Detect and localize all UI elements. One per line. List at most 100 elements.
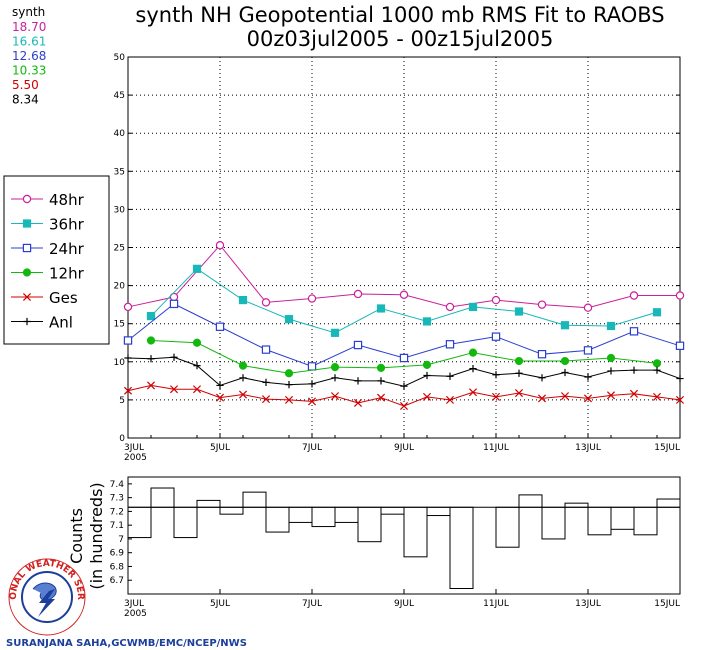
data-point (307, 397, 317, 406)
series-line-12hr (150, 339, 658, 374)
data-point (538, 374, 546, 382)
legend: 48hr 36hr 24hr 12hr Ges Anl (3, 175, 110, 345)
x-tick-label: 5JUL (210, 443, 230, 453)
data-point (284, 395, 294, 404)
data-point (652, 359, 662, 368)
chart-title-line1: synth NH Geopotential 1000 mb RMS Fit to… (135, 3, 664, 27)
data-point (353, 398, 363, 407)
data-point (261, 345, 271, 354)
series-12hr (146, 336, 662, 378)
data-point (284, 369, 294, 378)
data-point (399, 401, 409, 411)
data-point (262, 378, 270, 386)
data-point (216, 381, 224, 390)
count-ylabel-line1: Counts (67, 508, 86, 564)
data-point (491, 332, 501, 341)
data-point (215, 393, 225, 402)
data-point (422, 360, 432, 369)
count-y-tick-label: 7.4 (110, 480, 125, 490)
data-point (560, 392, 570, 401)
x-tick-label: 7JUL (302, 443, 322, 453)
stat-value: 16.61 (12, 35, 46, 49)
count-x-tick-label: 3JUL (124, 599, 144, 609)
count-bar (656, 498, 681, 508)
data-point (422, 317, 432, 326)
series-line-36hr (150, 268, 658, 334)
y-tick-label: 25 (114, 244, 125, 254)
data-point (560, 356, 570, 366)
data-point (238, 295, 248, 305)
data-point (192, 264, 202, 273)
data-point (606, 321, 616, 331)
data-point (146, 336, 156, 345)
legend-label: 48hr (49, 191, 85, 209)
data-point (330, 328, 340, 337)
series-24hr (123, 299, 685, 371)
data-point (307, 294, 317, 303)
count-bar (357, 506, 382, 543)
data-point (468, 388, 478, 397)
data-point (376, 393, 386, 402)
data-point (238, 390, 248, 399)
count-y-tick-label: 7 (118, 535, 124, 545)
legend-marker (22, 268, 32, 277)
stat-value: 5.50 (12, 78, 39, 92)
data-point (445, 340, 455, 349)
count-bar (380, 506, 405, 515)
series-48hr (123, 241, 685, 312)
data-point (653, 366, 661, 374)
x-tick-label: 15JUL (654, 443, 680, 453)
count-x-tick-label: 9JUL (394, 599, 414, 609)
data-point (238, 361, 248, 370)
data-point (308, 380, 316, 388)
y-tick-label: 50 (114, 53, 126, 63)
data-point (606, 353, 616, 363)
count-x-tick-label: 7JUL (302, 599, 322, 609)
data-point (560, 321, 570, 330)
data-point (514, 307, 524, 316)
stat-value: 18.70 (12, 20, 46, 34)
legend-item-12hr: 12hr (11, 265, 85, 283)
count-y-tick-label: 7.1 (110, 521, 124, 531)
data-point (146, 311, 156, 321)
stats-header: synth (12, 5, 45, 19)
data-point (446, 372, 454, 380)
legend-marker (22, 292, 32, 302)
data-point (445, 302, 455, 312)
data-point (377, 377, 385, 385)
logo-swirl-icon (32, 582, 57, 601)
series-anl (124, 353, 684, 390)
count-bar (403, 506, 428, 558)
data-point (123, 336, 133, 345)
data-point (399, 290, 409, 299)
y-tick-label: 5 (119, 396, 125, 406)
data-point (169, 385, 179, 394)
legend-item-24hr: 24hr (11, 240, 85, 258)
legend-item-ges: Ges (11, 289, 78, 307)
data-point (652, 308, 662, 317)
data-point (354, 377, 362, 385)
data-point (584, 373, 592, 381)
data-point (147, 355, 155, 363)
data-point (285, 381, 293, 389)
count-y-tick-label: 7.2 (110, 507, 124, 517)
data-point (123, 386, 133, 395)
count-bar (150, 487, 175, 508)
data-point (261, 298, 271, 307)
data-point (422, 392, 432, 401)
stat-value: 12.68 (12, 49, 46, 63)
legend-label: Anl (49, 314, 73, 332)
count-bar (311, 506, 336, 528)
count-bar (265, 506, 290, 533)
count-bar (449, 506, 474, 589)
data-point (607, 367, 615, 375)
nws-logo: NATIONAL WEATHER SERVICE (8, 558, 86, 636)
legend-item-48hr: 48hr (11, 191, 85, 209)
legend-label: 24hr (49, 240, 85, 258)
data-point (537, 349, 547, 359)
data-point (468, 302, 478, 312)
legend-marker (22, 219, 32, 228)
